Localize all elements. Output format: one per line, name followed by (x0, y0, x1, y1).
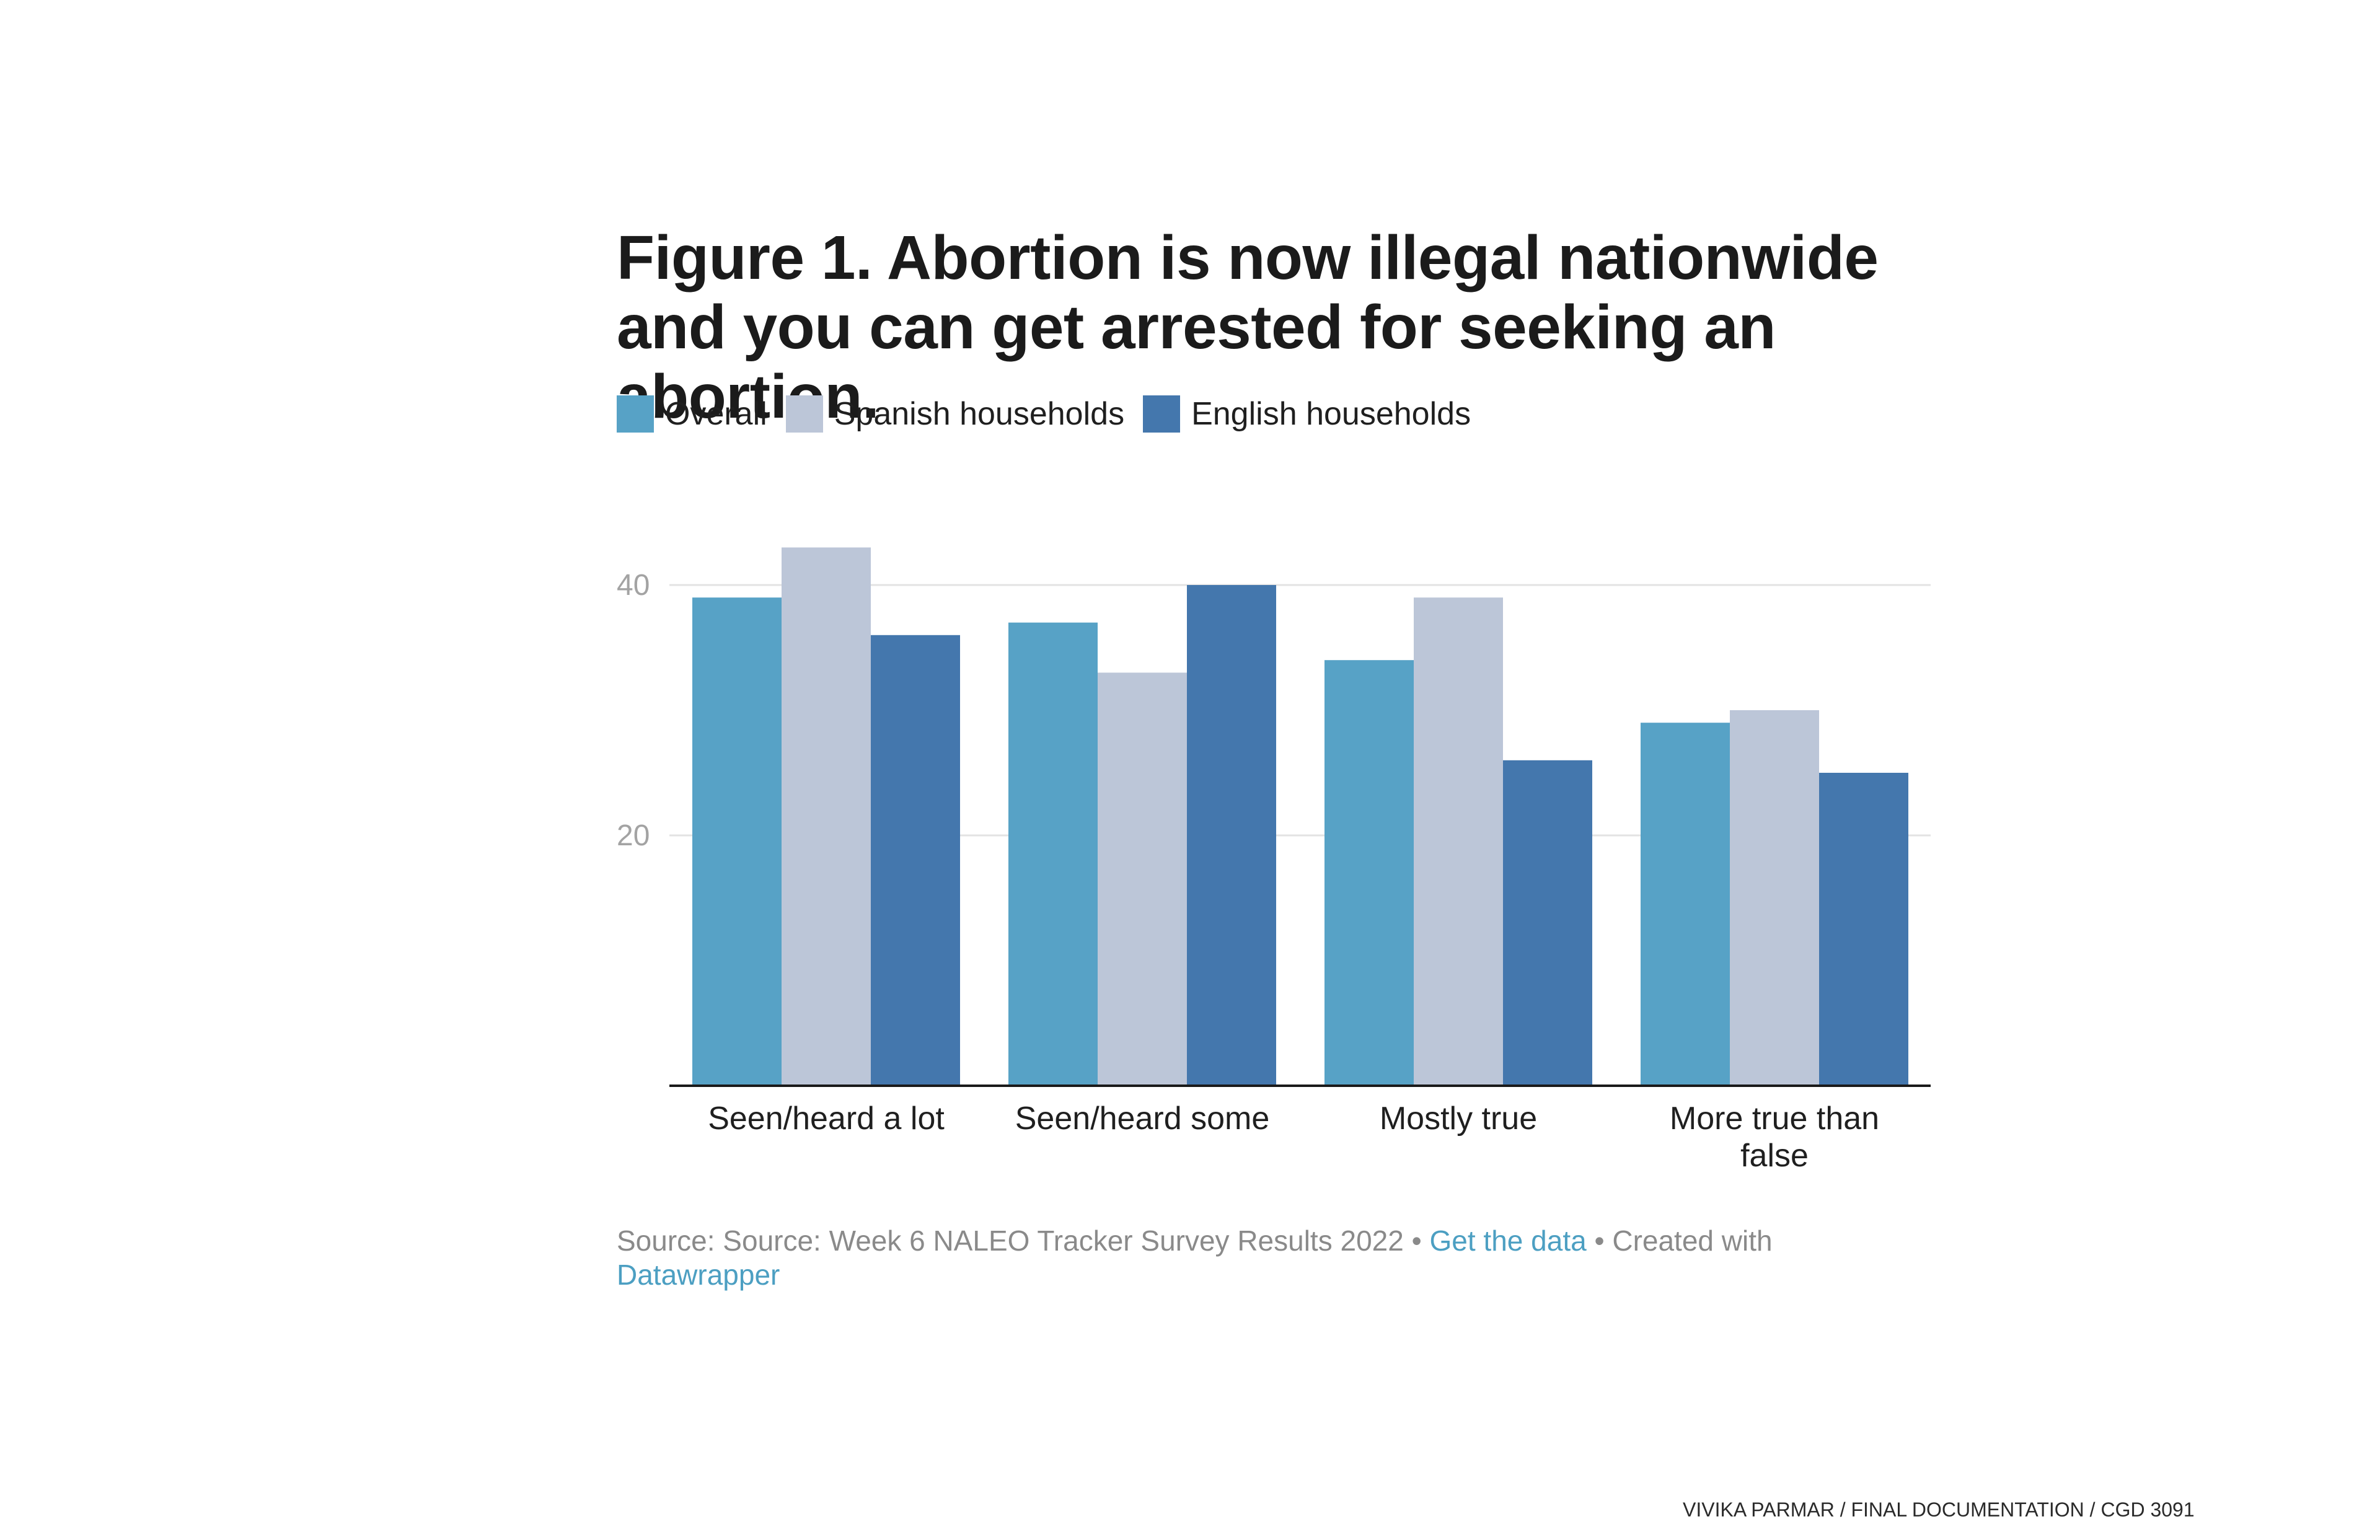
legend-swatch-overall (617, 395, 654, 433)
x-category-label-line: Seen/heard a lot (708, 1101, 945, 1137)
x-category-label-line: Mostly true (1380, 1101, 1537, 1137)
bar-spanish-households-1 (782, 547, 871, 1086)
legend-item-overall: Overall (617, 395, 767, 433)
legend-item-english-households: English households (1143, 395, 1471, 433)
y-tick-label-20: 20 (617, 819, 650, 852)
source-text: Source: Source: Week 6 NALEO Tracker Sur… (617, 1225, 1430, 1257)
bar-english-households-4 (1819, 773, 1908, 1086)
legend-label-overall: Overall (665, 396, 767, 432)
figure: Figure 1. Abortion is now illegal nation… (617, 223, 1949, 433)
legend-swatch-spanish-households (785, 395, 823, 433)
x-category-label-line: Seen/heard some (1015, 1101, 1270, 1137)
x-category-label: Seen/heard some (1015, 1101, 1270, 1137)
legend-label-spanish-households: Spanish households (834, 396, 1125, 432)
chart-title: Figure 1. Abortion is now illegal nation… (617, 223, 1879, 431)
bar-overall-4 (1641, 723, 1730, 1086)
get-the-data-link[interactable]: Get the data (1429, 1225, 1587, 1257)
x-category-label: Mostly true (1380, 1101, 1537, 1137)
created-with-text: • Created with (1586, 1225, 1773, 1257)
footer-credit: VIVIKA PARMAR / FINAL DOCUMENTATION / CG… (1683, 1498, 2195, 1521)
bar-overall-2 (1008, 622, 1098, 1086)
x-category-label: Seen/heard a lot (708, 1101, 945, 1137)
bar-english-households-3 (1503, 760, 1592, 1086)
bar-english-households-2 (1187, 585, 1276, 1086)
legend-item-spanish-households: Spanish households (785, 395, 1125, 433)
legend: Overall Spanish households English house… (617, 395, 1489, 433)
y-tick-label-40: 40 (617, 569, 650, 602)
bar-overall-3 (1324, 660, 1414, 1086)
x-category-label-line: false (1740, 1138, 1809, 1174)
bar-spanish-households-4 (1730, 710, 1819, 1086)
bar-overall-1 (692, 597, 782, 1086)
x-category-label-line: More true than (1670, 1101, 1879, 1137)
datawrapper-link[interactable]: Datawrapper (617, 1259, 780, 1291)
x-category-label: More true than false (1670, 1101, 1879, 1174)
legend-label-english-households: English households (1191, 396, 1471, 432)
source-line: Source: Source: Week 6 NALEO Tracker Sur… (617, 1224, 1856, 1292)
legend-swatch-english-households (1143, 395, 1181, 433)
bar-spanish-households-3 (1414, 597, 1503, 1086)
bar-spanish-households-2 (1098, 672, 1187, 1086)
bar-english-households-1 (871, 635, 960, 1086)
